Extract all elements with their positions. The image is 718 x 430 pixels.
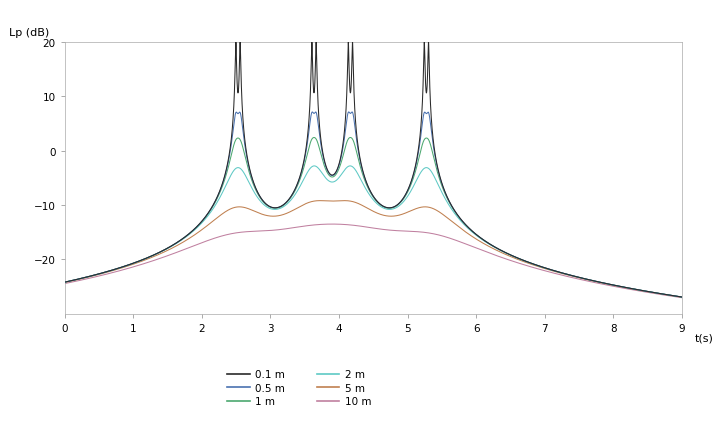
Text: t(s): t(s) xyxy=(694,333,713,343)
Text: Lp (dB): Lp (dB) xyxy=(9,28,50,37)
Legend: 0.1 m, 0.5 m, 1 m, 2 m, 5 m, 10 m: 0.1 m, 0.5 m, 1 m, 2 m, 5 m, 10 m xyxy=(223,365,376,411)
